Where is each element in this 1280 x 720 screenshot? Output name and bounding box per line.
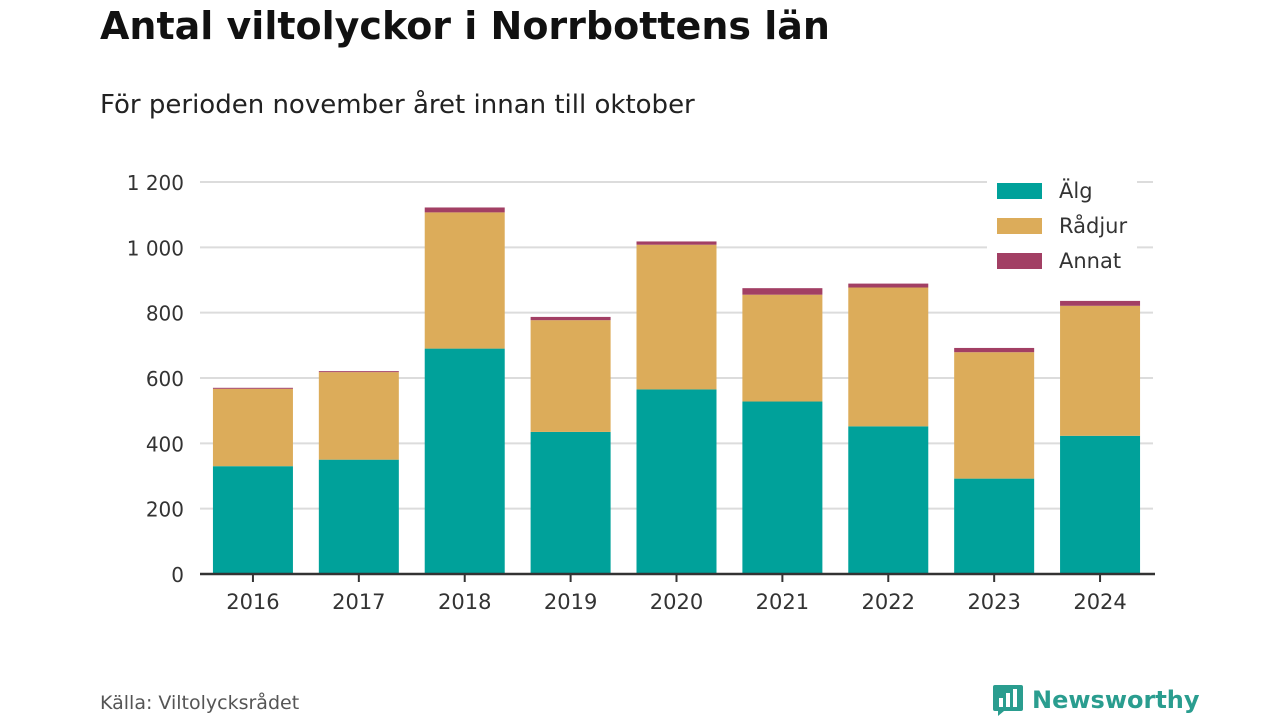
bar-alg-2016 xyxy=(212,466,293,574)
bar-annat-2019 xyxy=(530,316,611,321)
bar-alg-2019 xyxy=(530,431,611,574)
bar-radjur-2016 xyxy=(212,388,293,467)
x-tick-label: 2017 xyxy=(332,590,385,614)
y-tick-label: 0 xyxy=(171,563,184,587)
bar-radjur-2019 xyxy=(530,320,611,432)
bar-radjur-2023 xyxy=(954,352,1035,479)
bar-annat-2018 xyxy=(424,207,505,213)
brand-logo: Newsworthy xyxy=(992,683,1200,717)
bar-alg-2017 xyxy=(318,459,399,574)
x-tick-label: 2023 xyxy=(967,590,1020,614)
chart-title: Antal viltolyckor i Norrbottens län xyxy=(100,4,830,48)
bar-annat-2023 xyxy=(954,347,1035,353)
bar-radjur-2018 xyxy=(424,212,505,349)
brand-name: Newsworthy xyxy=(1032,686,1200,714)
legend-swatch-alg xyxy=(997,183,1042,199)
y-tick-label: 600 xyxy=(146,367,184,391)
bar-radjur-2022 xyxy=(848,287,929,427)
y-tick-label: 400 xyxy=(146,432,184,456)
bar-alg-2024 xyxy=(1060,435,1141,574)
bar-alg-2022 xyxy=(848,426,929,574)
bar-annat-2021 xyxy=(742,288,823,295)
x-tick-label: 2018 xyxy=(438,590,491,614)
stacked-bar-chart: 0 200 400 600 800 1 000 1 200 2016 2017 2018 2019 2… xyxy=(127,171,1155,614)
x-tick-label: 2022 xyxy=(862,590,915,614)
bar-annat-2016 xyxy=(212,387,293,389)
bar-annat-2024 xyxy=(1060,300,1141,306)
y-tick-label: 1 200 xyxy=(127,171,184,195)
legend-swatch-annat xyxy=(997,253,1042,269)
chart-subtitle: För perioden november året innan till ok… xyxy=(100,90,695,120)
newsworthy-logo-icon xyxy=(993,685,1023,716)
legend-label-radjur: Rådjur xyxy=(1059,213,1127,238)
x-tick-label: 2024 xyxy=(1073,590,1126,614)
y-tick-label: 800 xyxy=(146,302,184,326)
legend-swatch-radjur xyxy=(997,218,1042,234)
bar-annat-2020 xyxy=(636,241,717,245)
bar-annat-2022 xyxy=(848,283,929,288)
source-note: Källa: Viltolycksrådet xyxy=(100,692,300,714)
bar-radjur-2017 xyxy=(318,372,399,460)
x-tick-label: 2021 xyxy=(756,590,809,614)
bar-radjur-2024 xyxy=(1060,305,1141,436)
x-tick-label: 2019 xyxy=(544,590,597,614)
x-tick-label: 2016 xyxy=(226,590,279,614)
y-tick-label: 200 xyxy=(146,498,184,522)
x-tick-label: 2020 xyxy=(650,590,703,614)
bar-alg-2023 xyxy=(954,478,1035,574)
bar-radjur-2020 xyxy=(636,244,717,390)
bar-radjur-2021 xyxy=(742,294,823,402)
bar-alg-2018 xyxy=(424,348,505,574)
legend-label-alg: Älg xyxy=(1059,178,1093,203)
bar-alg-2021 xyxy=(742,401,823,574)
legend-label-annat: Annat xyxy=(1059,249,1121,273)
bar-alg-2020 xyxy=(636,389,717,574)
y-tick-label: 1 000 xyxy=(127,236,184,260)
bar-annat-2017 xyxy=(318,371,399,373)
